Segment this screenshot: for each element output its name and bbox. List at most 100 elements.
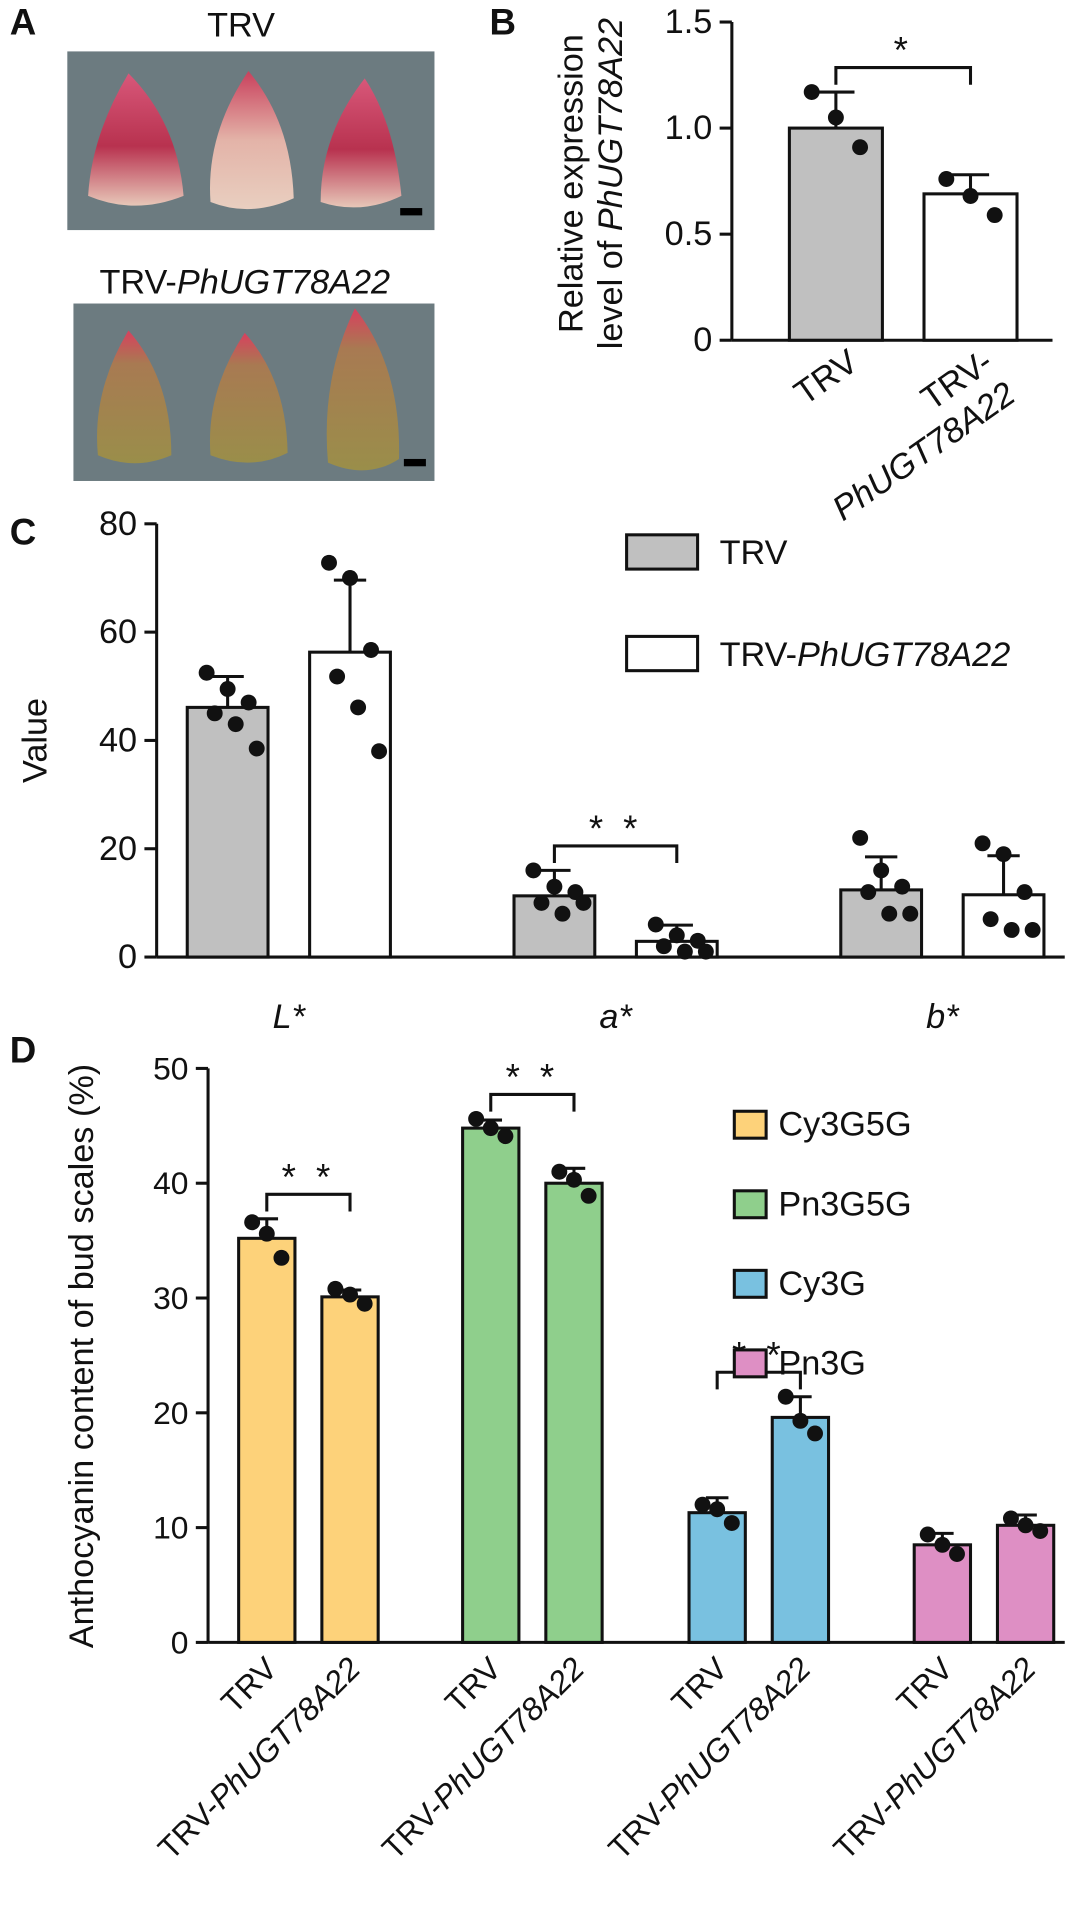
data-point <box>566 1171 582 1188</box>
text-part: 10 <box>153 1510 188 1546</box>
x-category-label: a* <box>599 998 633 1036</box>
data-point <box>1016 884 1033 901</box>
y-tick-label: 0 <box>171 1624 189 1660</box>
y-axis-label: Anthocyanin content of bud scales (%) <box>63 1064 101 1649</box>
data-point <box>827 109 844 126</box>
text-part: PhUGT78A22 <box>652 1650 818 1816</box>
text-line: TRV <box>788 342 866 412</box>
y-tick-label: 80 <box>99 505 137 543</box>
significance-bracket <box>834 66 973 85</box>
text-line: 0 <box>118 938 137 976</box>
x-category-label: L* <box>273 998 307 1036</box>
data-point <box>244 1214 261 1231</box>
data-point <box>371 743 388 760</box>
y-tick-label: 60 <box>99 613 137 651</box>
text-part: 20 <box>99 830 137 868</box>
text-part: level of <box>592 231 630 349</box>
text-part: L* <box>273 998 307 1036</box>
bud-scale <box>209 332 288 463</box>
text-part: 1.5 <box>665 3 713 41</box>
data-point <box>962 188 979 204</box>
data-point <box>668 927 685 944</box>
significance-bracket <box>552 844 679 864</box>
data-point <box>655 938 672 955</box>
bar <box>839 888 924 959</box>
data-point <box>689 932 706 949</box>
text-line: 0 <box>693 321 712 359</box>
data-point <box>894 878 911 895</box>
y-tick-label: 50 <box>153 1050 188 1086</box>
y-tick-label: 0.5 <box>665 215 713 253</box>
data-point <box>807 1425 823 1442</box>
y-tick-label: 30 <box>153 1280 188 1316</box>
data-point <box>248 740 265 757</box>
text-line: TRV <box>890 1650 961 1721</box>
bar <box>320 1295 380 1644</box>
bar <box>912 1543 973 1644</box>
y-tick-label: 20 <box>99 830 137 868</box>
text-part: TRV- <box>720 636 797 674</box>
data-point <box>219 681 236 697</box>
data-point <box>938 171 955 187</box>
text-part: * * <box>282 1156 335 1197</box>
text-line: Value <box>17 698 55 783</box>
data-point <box>497 1128 514 1145</box>
legend-label: TRV <box>720 534 788 572</box>
bar <box>687 1511 747 1644</box>
text-part: 0 <box>171 1624 189 1660</box>
data-point <box>363 642 379 658</box>
data-point <box>198 664 215 681</box>
text-line: TRV-PhUGT78A22 <box>99 264 390 302</box>
text-part: TRV <box>207 7 275 45</box>
panel-label: D <box>10 1029 37 1070</box>
text-part: TRV <box>788 342 866 412</box>
data-point <box>986 207 1003 224</box>
text-part: 0 <box>693 321 712 359</box>
y-tick-label: 0 <box>693 321 712 359</box>
text-part: PhUGT78A22 <box>592 18 630 231</box>
data-point <box>1032 1523 1049 1540</box>
data-point <box>949 1546 965 1562</box>
data-point <box>995 846 1012 863</box>
text-line: * * <box>506 1057 559 1098</box>
significance-label: * <box>894 30 913 71</box>
significance-bracket <box>489 1092 576 1112</box>
data-point <box>647 916 664 933</box>
scale-bar <box>400 208 423 216</box>
data-point <box>1024 922 1041 938</box>
panel-label: B <box>490 1 517 42</box>
text-line: 60 <box>99 613 137 651</box>
text-part: 0 <box>118 938 137 976</box>
bar <box>461 1126 521 1644</box>
data-point <box>1003 922 1020 938</box>
text-part: Cy3G5G <box>778 1106 911 1144</box>
text-part: 40 <box>99 721 137 759</box>
data-point <box>873 862 890 879</box>
data-point <box>273 1249 290 1266</box>
data-point <box>342 570 358 586</box>
legend-label: Pn3G <box>778 1344 866 1382</box>
data-point <box>934 1536 951 1553</box>
text-line: Cy3G5G <box>778 1106 911 1144</box>
text-part: D <box>10 1029 37 1070</box>
legend-label: Cy3G5G <box>778 1106 911 1144</box>
data-point <box>580 1187 597 1204</box>
text-part: Anthocyanin content of bud scales (%) <box>63 1064 101 1649</box>
text-part: PhUGT78A22 <box>426 1650 592 1816</box>
text-line: * * <box>589 808 642 849</box>
text-line: 0 <box>171 1624 189 1660</box>
text-part: Value <box>17 698 55 783</box>
text-line: Pn3G <box>778 1344 866 1382</box>
text-part: Cy3G <box>778 1265 866 1303</box>
text-line: 0.5 <box>665 215 713 253</box>
x-tick-label: TRV <box>214 1650 285 1721</box>
text-part: 80 <box>99 505 137 543</box>
text-part: A <box>10 1 37 42</box>
text-part: * * <box>589 808 642 849</box>
y-axis-label: Value <box>17 698 55 783</box>
y-tick-label: 40 <box>99 721 137 759</box>
y-tick-label: 40 <box>153 1165 188 1201</box>
data-point <box>803 84 820 100</box>
data-point <box>350 699 367 716</box>
